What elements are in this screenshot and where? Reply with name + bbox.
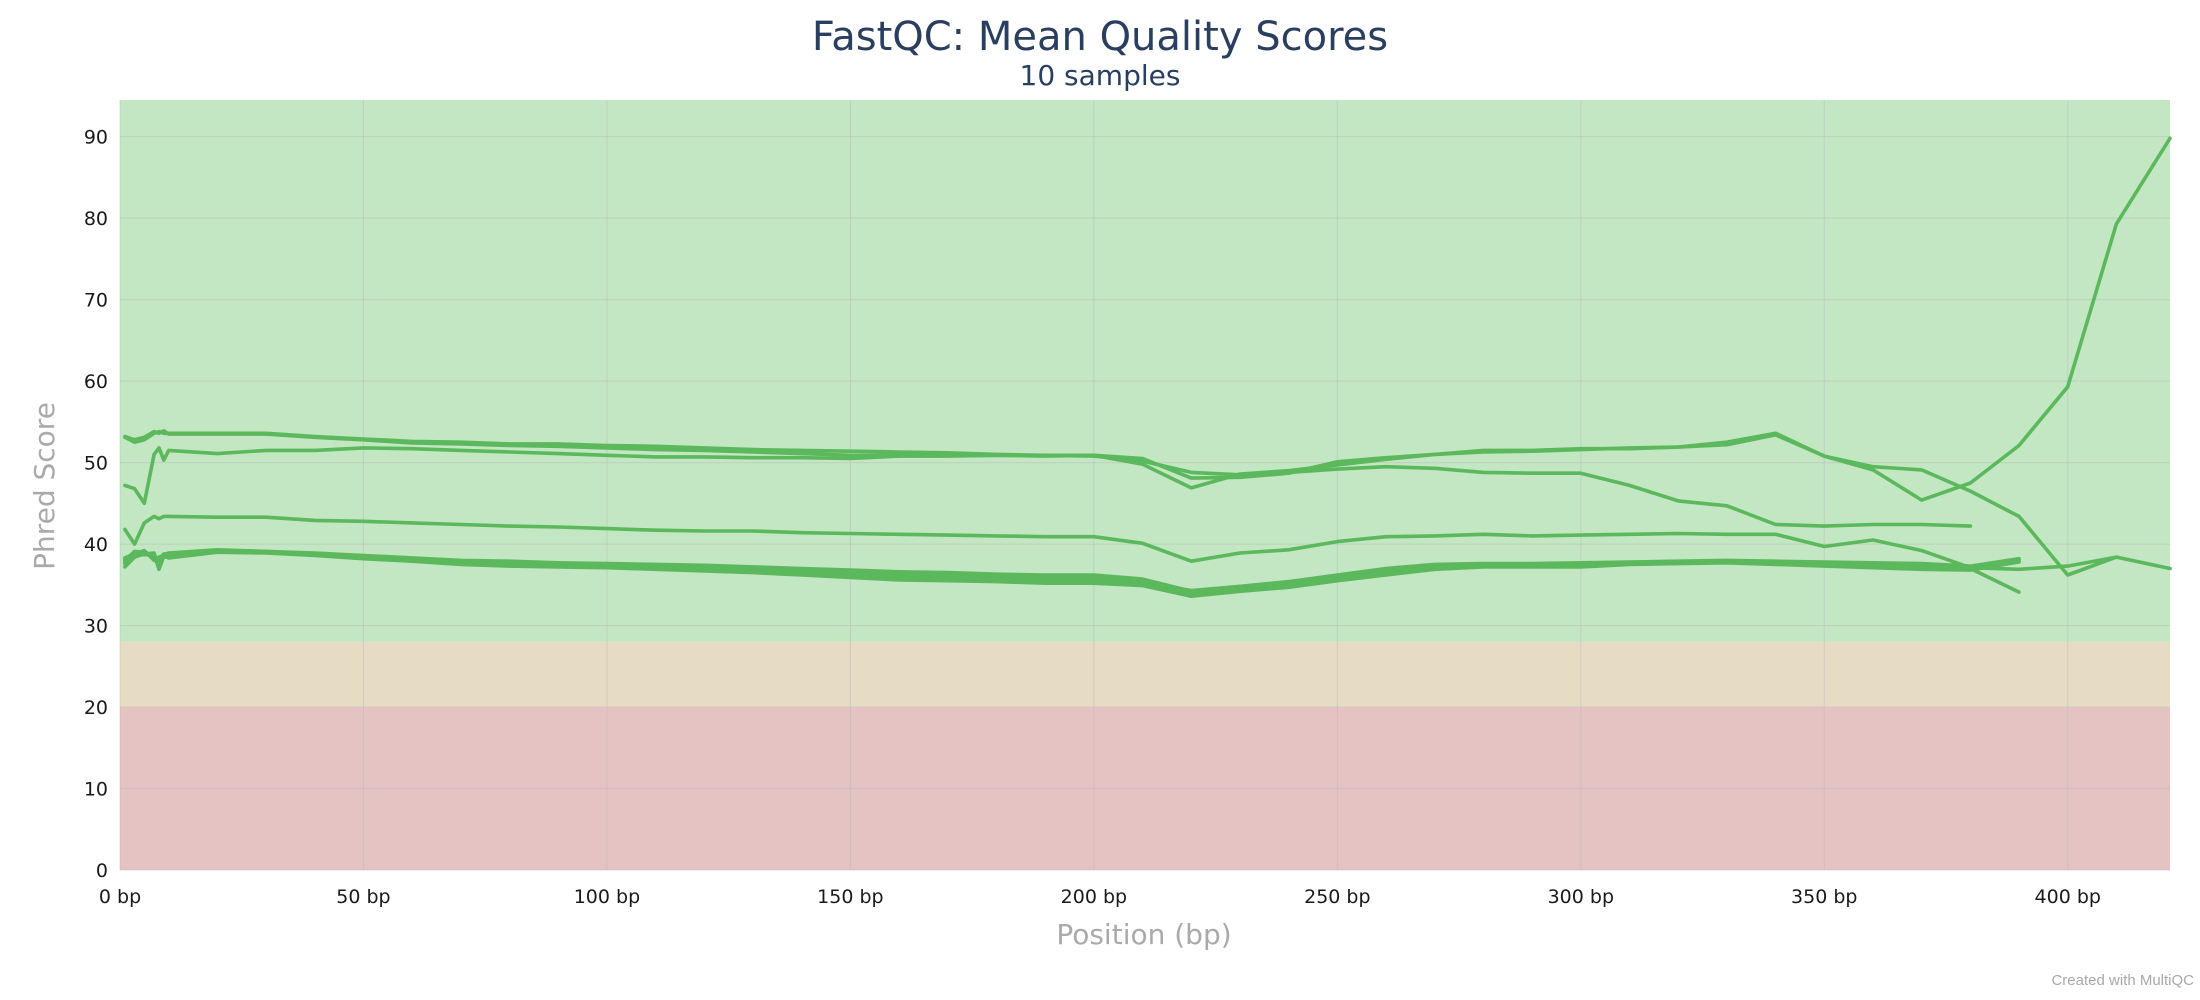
x-tick-label: 150 bp bbox=[817, 886, 883, 908]
y-tick-label: 60 bbox=[84, 371, 108, 393]
series-line-4[interactable] bbox=[123, 514, 2172, 572]
y-tick-label: 70 bbox=[84, 290, 108, 312]
tick-labels: 0 bp 50 bp 100 bp 150 bp 200 bp 250 bp 300 bp 3… bbox=[84, 127, 2101, 908]
series-line-3[interactable] bbox=[123, 433, 2119, 577]
y-tick-label: 0 bbox=[96, 860, 108, 882]
x-tick-label: 100 bp bbox=[574, 886, 640, 908]
x-tick-label: 400 bp bbox=[2035, 886, 2101, 908]
x-tick-label: 50 bp bbox=[336, 886, 390, 908]
y-tick-label: 80 bbox=[84, 208, 108, 230]
series-lines bbox=[123, 136, 2172, 599]
y-tick-label: 30 bbox=[84, 616, 108, 638]
x-tick-label: 250 bp bbox=[1304, 886, 1370, 908]
quality-band-2 bbox=[120, 707, 2170, 870]
x-tick-label: 350 bp bbox=[1791, 886, 1857, 908]
x-tick-label: 0 bp bbox=[99, 886, 141, 908]
y-tick-label: 10 bbox=[84, 779, 108, 801]
quality-band-0 bbox=[120, 100, 2170, 642]
y-tick-label: 90 bbox=[84, 127, 108, 149]
multiqc-credit: Created with MultiQC bbox=[2051, 972, 2194, 989]
series-line-10[interactable] bbox=[123, 548, 2021, 594]
y-tick-label: 40 bbox=[84, 534, 108, 556]
x-axis-title: Position (bp) bbox=[1056, 918, 1231, 951]
quality-band-1 bbox=[120, 641, 2170, 708]
quality-bands bbox=[120, 100, 2170, 870]
chart-title: FastQC: Mean Quality Scores bbox=[812, 14, 1388, 60]
x-tick-label: 200 bp bbox=[1061, 886, 1127, 908]
y-tick-label: 50 bbox=[84, 453, 108, 475]
y-tick-label: 20 bbox=[84, 697, 108, 719]
chart-subtitle: 10 samples bbox=[1020, 59, 1181, 92]
gridlines bbox=[119, 100, 2170, 871]
x-tick-label: 300 bp bbox=[1548, 886, 1614, 908]
y-axis-title: Phred Score bbox=[28, 402, 61, 570]
